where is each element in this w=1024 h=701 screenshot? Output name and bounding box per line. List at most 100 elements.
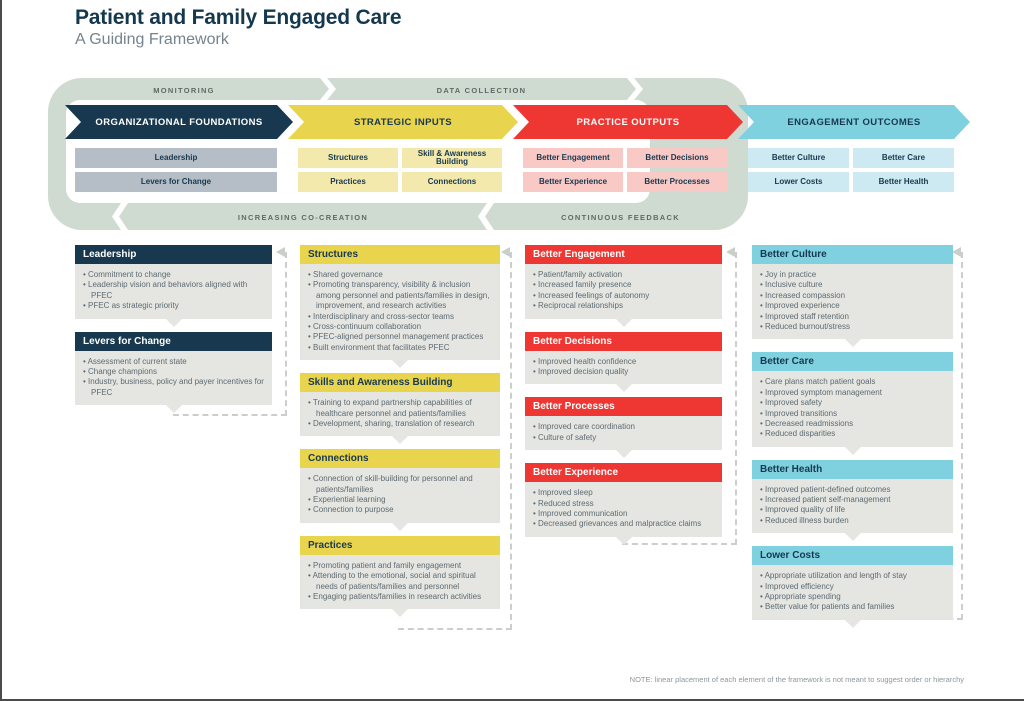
bullet-list: Care plans match patient goals Improved …	[760, 377, 945, 439]
detail-box-body: Promoting patient and family engagement …	[300, 554, 500, 610]
detail-box-body: Improved patient-defined outcomes Increa…	[752, 478, 953, 534]
chevron-left-icon	[112, 203, 128, 230]
bullet-item: Commitment to change	[83, 270, 264, 280]
detail-box: Better Decisions Improved health confide…	[525, 331, 722, 393]
stage-subboxes: Better Culture Better Care Lower Costs B…	[748, 148, 954, 192]
detail-column: Better Engagement Patient/family activat…	[525, 245, 722, 550]
bullet-item: Increased patient self-management	[760, 495, 945, 505]
stage-subbox: Structures	[298, 148, 398, 168]
bullet-item: Care plans match patient goals	[760, 377, 945, 387]
connector-tail-icon	[392, 360, 408, 369]
bullet-item: Built environment that facilitates PFEC	[308, 343, 492, 353]
framework-stage: PRACTICE OUTPUTS Better Engagement Bette…	[513, 105, 743, 195]
detail-box: Lower Costs Appropriate utilization and …	[752, 546, 953, 628]
bullet-item: Reciprocal relationships	[533, 301, 714, 311]
detail-box-title: Better Health	[752, 459, 953, 479]
bullet-item: Appropriate utilization and length of st…	[760, 571, 945, 581]
detail-column: Better Culture Joy in practice Inclusive…	[752, 245, 953, 633]
bullet-item: Improved transitions	[760, 409, 945, 419]
stage-subbox: Better Processes	[627, 172, 727, 192]
framework-stage: ENGAGEMENT OUTCOMES Better Culture Bette…	[738, 105, 970, 195]
detail-column: Leadership Commitment to change Leadersh…	[75, 245, 272, 418]
band-label-data-collection: DATA COLLECTION	[436, 86, 527, 95]
bullet-item: Promoting transparency, visibility & inc…	[308, 280, 492, 311]
connector-tail-icon	[615, 318, 632, 327]
chevron-right-icon	[320, 78, 336, 100]
bullet-item: Improved experience	[760, 301, 945, 311]
stage-arrow: STRATEGIC INPUTS	[288, 105, 518, 139]
stage-subbox: Better Decisions	[627, 148, 727, 168]
bullet-item: Connection of skill-building for personn…	[308, 474, 492, 495]
bullet-item: Reduced illness burden	[760, 516, 945, 526]
feedback-loop-dashed-arrow	[398, 247, 512, 630]
connector-tail-icon	[392, 609, 408, 618]
feedback-loop-dashed-arrow	[622, 247, 737, 545]
feedback-loop-dashed-arrow	[173, 247, 287, 416]
detail-box: Skills and Awareness Building Training t…	[300, 373, 500, 445]
bullet-item: Leadership vision and behaviors aligned …	[83, 280, 264, 301]
detail-box-title: Skills and Awareness Building	[300, 373, 500, 393]
bullet-list: Assessment of current state Change champ…	[83, 357, 264, 399]
stage-subbox: Skill & Awareness Building	[402, 148, 502, 168]
bullet-item: Reduced disparities	[760, 429, 945, 439]
detail-box: Better Health Improved patient-defined o…	[752, 459, 953, 542]
bullet-list: Improved sleep Reduced stress Improved c…	[533, 488, 714, 530]
bullet-item: PFEC-aligned personnel management practi…	[308, 332, 492, 342]
detail-box-title: Better Processes	[525, 397, 722, 417]
detail-box-title: Lower Costs	[752, 546, 953, 566]
detail-box-title: Better Experience	[525, 463, 722, 483]
bullet-list: Shared governance Promoting transparency…	[308, 270, 492, 353]
framework-stage: ORGANIZATIONAL FOUNDATIONS Leadership Le…	[65, 105, 293, 195]
bullet-item: Change champions	[83, 367, 264, 377]
bullet-item: Improved quality of life	[760, 505, 945, 515]
stage-subbox: Better Experience	[523, 172, 623, 192]
stage-subbox: Connections	[402, 172, 502, 192]
stage-subbox: Leadership	[75, 148, 277, 168]
bullet-list: Improved patient-defined outcomes Increa…	[760, 485, 945, 527]
bullet-item: Industry, business, policy and payer inc…	[83, 377, 264, 398]
detail-box-title: Connections	[300, 449, 500, 469]
detail-column: Structures Shared governance Promoting t…	[300, 245, 500, 622]
detail-box: Better Care Care plans match patient goa…	[752, 352, 953, 455]
bullet-item: Improved efficiency	[760, 582, 945, 592]
page-left-border	[0, 0, 2, 701]
stage-subboxes: Structures Skill & Awareness Building Pr…	[298, 148, 502, 192]
connector-tail-icon	[615, 536, 632, 545]
bullet-list: Connection of skill-building for personn…	[308, 474, 492, 516]
detail-box-body: Joy in practice Inclusive culture Increa…	[752, 264, 953, 340]
detail-box-body: Improved sleep Reduced stress Improved c…	[525, 482, 722, 537]
page-bottom-border	[0, 699, 1024, 701]
detail-box: Better Processes Improved care coordinat…	[525, 397, 722, 459]
stage-subbox: Better Engagement	[523, 148, 623, 168]
bullet-item: Decreased grievances and malpractice cla…	[533, 519, 714, 529]
bullet-item: Reduced stress	[533, 499, 714, 509]
bullet-item: Improved decision quality	[533, 367, 714, 377]
bullet-item: Improved patient-defined outcomes	[760, 485, 945, 495]
stage-arrow: ORGANIZATIONAL FOUNDATIONS	[65, 105, 293, 139]
detail-box-title: Better Decisions	[525, 331, 722, 351]
connector-tail-icon	[392, 522, 408, 531]
detail-box-title: Leadership	[75, 245, 272, 264]
bullet-item: Development, sharing, translation of res…	[308, 419, 492, 429]
detail-box-body: Commitment to change Leadership vision a…	[75, 264, 272, 319]
band-label-monitoring: MONITORING	[153, 86, 215, 95]
bullet-item: Reduced burnout/stress	[760, 322, 945, 332]
connector-tail-icon	[615, 384, 632, 393]
bullet-item: Improved health confidence	[533, 357, 714, 367]
detail-box: Better Engagement Patient/family activat…	[525, 245, 722, 327]
connector-tail-icon	[165, 318, 182, 327]
bullet-item: Decreased readmissions	[760, 419, 945, 429]
bullet-item: Improved staff retention	[760, 312, 945, 322]
stage-subbox: Better Culture	[748, 148, 849, 168]
detail-box: Leadership Commitment to change Leadersh…	[75, 245, 272, 327]
stage-subbox: Better Health	[853, 172, 954, 192]
stage-arrow: ENGAGEMENT OUTCOMES	[738, 105, 970, 139]
bullet-list: Training to expand partnership capabilit…	[308, 398, 492, 429]
bullet-item: Patient/family activation	[533, 270, 714, 280]
stage-subbox: Levers for Change	[75, 172, 277, 192]
band-label-increasing-co-creation: INCREASING CO-CREATION	[237, 213, 369, 222]
connector-tail-icon	[844, 533, 861, 542]
stage-subbox: Lower Costs	[748, 172, 849, 192]
bullet-item: Increased family presence	[533, 280, 714, 290]
detail-box: Better Experience Improved sleep Reduced…	[525, 463, 722, 545]
